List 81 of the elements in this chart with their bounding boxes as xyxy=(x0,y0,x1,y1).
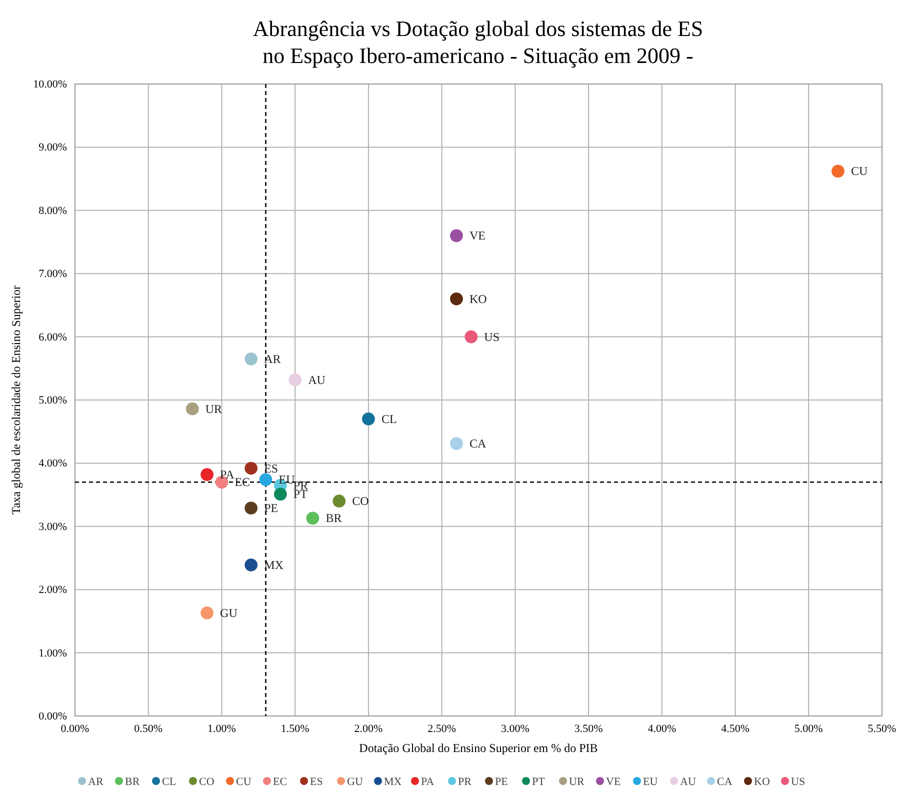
x-tick-label: 0.00% xyxy=(60,722,90,735)
text: US xyxy=(484,330,500,344)
legend-label: AU xyxy=(680,776,696,788)
text: PE xyxy=(264,501,278,516)
x-tick-label: 2.50% xyxy=(428,722,456,735)
x-tick-label: 4.00% xyxy=(648,722,676,735)
legend-label: UR xyxy=(569,776,585,788)
x-tick-label: 3.00% xyxy=(500,722,530,735)
x-tick-label: 2.00% xyxy=(354,722,383,735)
point xyxy=(259,473,272,486)
text: AU xyxy=(308,372,326,387)
point xyxy=(200,468,214,481)
legend-label: CA xyxy=(717,776,732,788)
point xyxy=(200,606,214,620)
y-axis-title: Taxa global de escolaridade do Ensino Superior xyxy=(9,285,23,515)
y-tick-label: 1.00% xyxy=(38,647,67,660)
point xyxy=(832,164,844,178)
text: KO xyxy=(469,292,487,306)
x-tick-label: 1.50% xyxy=(280,722,310,735)
legend-label: ES xyxy=(310,776,323,788)
point xyxy=(244,558,258,572)
legend-label: PT xyxy=(532,776,546,788)
legend-label: VE xyxy=(606,776,621,788)
text: CA xyxy=(469,436,486,451)
text: MX xyxy=(264,558,284,572)
legend-label: EU xyxy=(643,776,658,788)
y-tick-label: 10.00% xyxy=(33,78,67,91)
legend-label: CO xyxy=(199,776,214,788)
text: BR xyxy=(326,511,342,526)
point xyxy=(450,292,463,306)
legend-label: US xyxy=(791,776,806,788)
point xyxy=(306,512,320,525)
text: CO xyxy=(352,494,369,508)
y-tick-label: 3.00% xyxy=(38,520,67,533)
chart-title: Abrangência vs Dotação global dos sistemas de ES no Espaço Ibero-americano - Situação em 2009 - xyxy=(252,16,704,68)
x-tick-label: 1.00% xyxy=(208,722,236,735)
text: ES xyxy=(264,461,278,476)
y-tick-label: 7.00% xyxy=(38,268,67,280)
legend-label: BR xyxy=(125,776,140,788)
legend-label: PE xyxy=(495,776,508,788)
y-tick-label: 0.00% xyxy=(38,710,67,723)
legend-label: PR xyxy=(458,776,472,788)
legend-label: CU xyxy=(236,776,252,788)
legend-label: PA xyxy=(421,776,434,788)
point xyxy=(244,502,258,514)
y-tick-label: 9.00% xyxy=(38,142,67,154)
text: EC xyxy=(234,475,250,490)
y-tick-label: 4.00% xyxy=(38,458,67,470)
x-tick-label: 5.00% xyxy=(794,722,823,735)
point xyxy=(464,330,478,344)
x-tick-label: 5.50% xyxy=(868,722,896,735)
legend-label: MX xyxy=(384,776,402,788)
text: GU xyxy=(220,606,238,620)
y-tick-label: 2.00% xyxy=(38,584,67,596)
y-tick-label: 8.00% xyxy=(38,204,67,217)
point xyxy=(288,373,302,386)
text: CL xyxy=(381,412,397,426)
legend-label: KO xyxy=(754,776,770,788)
text: PA xyxy=(220,468,234,482)
y-tick-label: 6.00% xyxy=(38,331,67,344)
point xyxy=(274,488,287,501)
point xyxy=(186,402,199,416)
point xyxy=(362,412,375,426)
y-tick-label: 5.00% xyxy=(38,394,67,407)
text: AR xyxy=(264,352,281,366)
legend-label: GU xyxy=(347,776,363,788)
x-tick-label: 3.50% xyxy=(574,722,603,735)
point xyxy=(450,437,463,450)
point xyxy=(450,229,463,242)
legend-label: EC xyxy=(273,776,288,788)
x-tick-label: 4.50% xyxy=(721,722,750,735)
legend-label: CL xyxy=(162,776,176,788)
x-tick-label: 0.50% xyxy=(134,722,163,735)
point xyxy=(244,462,258,475)
x-axis-title: Dotação Global do Ensino Superior em % do PIB xyxy=(359,741,598,755)
legend-label: AR xyxy=(88,776,104,788)
point xyxy=(244,352,258,366)
text: UR xyxy=(205,402,222,416)
text: VE xyxy=(469,228,486,243)
point xyxy=(332,494,346,508)
text: CU xyxy=(850,164,868,178)
